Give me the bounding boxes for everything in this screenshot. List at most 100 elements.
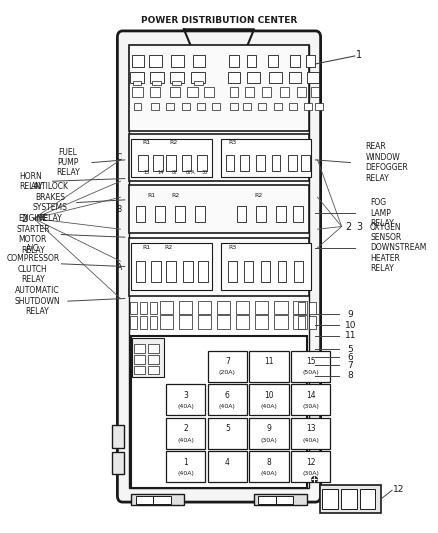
Bar <box>136 261 145 282</box>
Bar <box>212 103 220 110</box>
Bar <box>288 155 297 171</box>
Bar <box>256 155 265 171</box>
Bar <box>183 261 193 282</box>
Text: C: C <box>117 154 122 162</box>
Bar <box>249 351 289 382</box>
Bar <box>130 302 137 314</box>
Bar <box>129 45 309 131</box>
Bar <box>160 301 173 314</box>
Bar <box>195 206 205 222</box>
Bar <box>166 451 205 482</box>
Text: 9: 9 <box>347 310 353 319</box>
Text: 87A: 87A <box>185 169 195 175</box>
Bar <box>166 155 176 171</box>
Bar <box>150 302 157 314</box>
Text: (40A): (40A) <box>177 471 194 476</box>
Bar <box>132 55 144 67</box>
Text: 1: 1 <box>184 458 188 467</box>
Bar <box>298 302 305 314</box>
Bar <box>151 103 159 110</box>
Text: ENGINE
STARTER
MOTOR
RELAY: ENGINE STARTER MOTOR RELAY <box>16 214 49 255</box>
Text: (40A): (40A) <box>219 404 236 409</box>
Bar <box>148 344 159 353</box>
Bar <box>179 315 192 329</box>
Bar <box>236 301 249 314</box>
Bar <box>278 261 286 282</box>
Bar <box>291 451 330 482</box>
Bar <box>129 185 309 233</box>
Bar <box>136 206 145 222</box>
Bar <box>294 261 303 282</box>
Bar <box>166 261 176 282</box>
Text: R2: R2 <box>165 245 173 251</box>
Bar <box>112 425 124 448</box>
Bar <box>298 316 305 329</box>
Bar <box>134 355 145 364</box>
Text: 11: 11 <box>345 332 356 340</box>
Bar <box>132 87 143 97</box>
Bar <box>198 315 211 329</box>
Bar <box>254 494 307 505</box>
Bar <box>315 103 323 110</box>
Bar <box>237 206 246 222</box>
Bar <box>360 489 375 509</box>
Text: 15: 15 <box>143 169 149 175</box>
Text: 30: 30 <box>201 169 208 175</box>
Bar <box>249 418 289 449</box>
Bar <box>129 238 309 296</box>
Bar <box>134 366 145 374</box>
Bar <box>131 243 212 290</box>
Bar <box>341 489 357 509</box>
Bar <box>221 139 311 177</box>
Bar <box>245 87 254 97</box>
Bar <box>274 103 282 110</box>
Bar <box>309 316 316 329</box>
Bar <box>148 355 159 364</box>
Bar <box>166 384 205 415</box>
Text: 12: 12 <box>306 458 315 467</box>
Text: (40A): (40A) <box>177 404 194 409</box>
Text: 15: 15 <box>306 357 315 366</box>
Bar <box>149 55 162 67</box>
Text: AUTOMATIC
SHUTDOWN
RELAY: AUTOMATIC SHUTDOWN RELAY <box>14 286 60 316</box>
Bar <box>131 336 307 488</box>
Bar <box>208 418 247 449</box>
Bar <box>182 155 191 171</box>
Bar <box>274 315 287 329</box>
Text: R1: R1 <box>143 245 151 251</box>
Bar <box>249 451 289 482</box>
Bar <box>194 81 203 85</box>
Text: 4: 4 <box>225 458 230 467</box>
Text: R1: R1 <box>143 140 151 145</box>
Text: OXYGEN
SENSOR
DOWNSTREAM
HEATER
RELAY: OXYGEN SENSOR DOWNSTREAM HEATER RELAY <box>370 223 427 273</box>
Text: R3: R3 <box>228 245 236 251</box>
Bar <box>258 496 276 504</box>
Bar <box>134 344 145 353</box>
Bar <box>198 301 211 314</box>
Bar <box>301 155 310 171</box>
Bar <box>160 315 173 329</box>
Bar <box>269 72 282 83</box>
Bar <box>304 103 312 110</box>
Bar <box>187 87 198 97</box>
Text: 9: 9 <box>266 424 272 433</box>
Bar <box>132 338 164 377</box>
Text: 14: 14 <box>157 169 163 175</box>
Bar <box>171 55 184 67</box>
Bar <box>256 206 266 222</box>
Bar <box>289 72 301 83</box>
Bar <box>320 485 381 513</box>
Bar <box>217 315 230 329</box>
Text: 1: 1 <box>356 50 362 60</box>
Bar <box>198 261 208 282</box>
Bar <box>182 103 190 110</box>
Bar <box>240 155 249 171</box>
Text: 10: 10 <box>345 321 356 329</box>
Bar <box>228 261 237 282</box>
Text: (30A): (30A) <box>261 438 277 442</box>
Bar <box>131 494 184 505</box>
Bar <box>297 87 306 97</box>
Bar <box>153 155 163 171</box>
Bar <box>247 72 260 83</box>
Text: 6: 6 <box>225 391 230 400</box>
